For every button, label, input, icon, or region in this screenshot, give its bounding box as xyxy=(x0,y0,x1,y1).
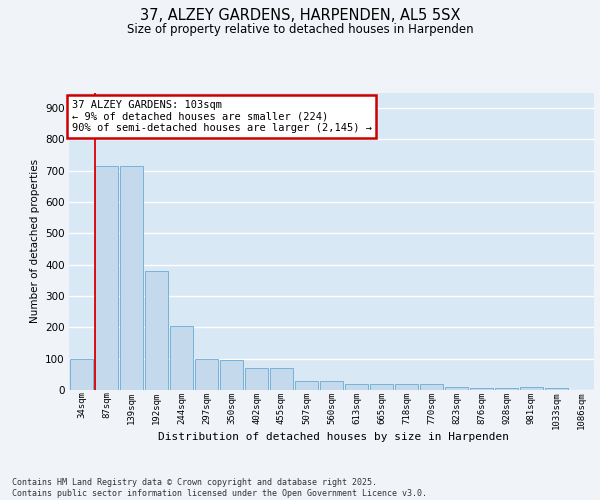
Bar xyxy=(195,358,218,390)
Bar xyxy=(270,368,293,390)
Bar xyxy=(95,166,118,390)
Bar xyxy=(70,358,93,390)
Bar xyxy=(545,388,568,390)
Bar xyxy=(395,384,418,390)
Bar xyxy=(495,388,518,390)
Bar xyxy=(120,166,143,390)
Bar xyxy=(170,326,193,390)
Text: Distribution of detached houses by size in Harpenden: Distribution of detached houses by size … xyxy=(158,432,509,442)
Y-axis label: Number of detached properties: Number of detached properties xyxy=(29,159,40,324)
Bar xyxy=(445,387,468,390)
Text: Contains HM Land Registry data © Crown copyright and database right 2025.
Contai: Contains HM Land Registry data © Crown c… xyxy=(12,478,427,498)
Bar xyxy=(370,384,393,390)
Bar xyxy=(220,360,243,390)
Text: Size of property relative to detached houses in Harpenden: Size of property relative to detached ho… xyxy=(127,22,473,36)
Text: 37 ALZEY GARDENS: 103sqm
← 9% of detached houses are smaller (224)
90% of semi-d: 37 ALZEY GARDENS: 103sqm ← 9% of detache… xyxy=(71,100,371,133)
Bar xyxy=(320,380,343,390)
Bar xyxy=(520,387,543,390)
Text: 37, ALZEY GARDENS, HARPENDEN, AL5 5SX: 37, ALZEY GARDENS, HARPENDEN, AL5 5SX xyxy=(140,8,460,22)
Bar xyxy=(245,368,268,390)
Bar xyxy=(420,384,443,390)
Bar xyxy=(295,380,318,390)
Bar xyxy=(145,271,168,390)
Bar xyxy=(470,388,493,390)
Bar xyxy=(345,384,368,390)
